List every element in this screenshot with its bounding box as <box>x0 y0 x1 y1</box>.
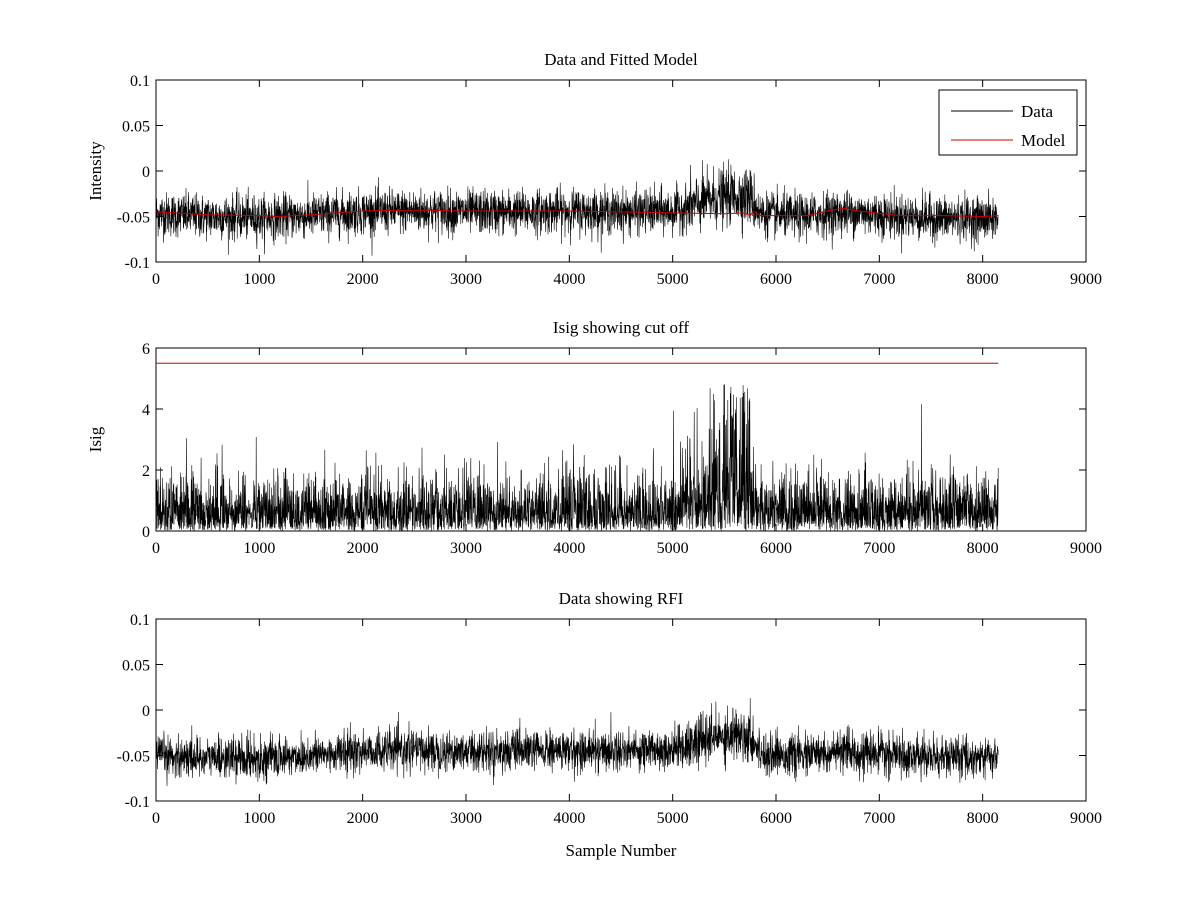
y-tick-label: 0 <box>142 703 150 720</box>
chart-panel-1: 0 1000 2000 3000 4000 5000 6000 7000 8000 9000 -0.… <box>86 50 1102 288</box>
legend: Data Model <box>938 89 1078 156</box>
x-tick-label: 3000 <box>450 540 482 557</box>
x-tick-label: 6000 <box>760 810 792 827</box>
x-tick-label: 6000 <box>760 271 792 288</box>
x-tick-label: 5000 <box>657 810 689 827</box>
y-tick-label: 4 <box>142 402 150 419</box>
y-axis-label: Isig <box>86 426 105 452</box>
x-tick-label: 8000 <box>967 271 999 288</box>
y-tick-label: -0.1 <box>125 794 150 811</box>
y-tick-label: -0.05 <box>117 749 150 766</box>
series-line-model <box>155 207 999 218</box>
legend-box <box>938 89 1078 156</box>
x-tick-label: 6000 <box>760 540 792 557</box>
x-tick-label: 0 <box>152 271 160 288</box>
y-tick-label: 2 <box>142 463 150 480</box>
x-tick-label: 7000 <box>863 810 895 827</box>
x-tick-label: 0 <box>152 540 160 557</box>
y-tick-label: 0.1 <box>130 612 150 629</box>
x-tick-label: 5000 <box>657 540 689 557</box>
x-tick-label: 3000 <box>450 810 482 827</box>
x-tick-label: 2000 <box>347 810 379 827</box>
y-tick-label: 0.05 <box>122 658 150 675</box>
axes-box <box>155 347 1087 532</box>
x-tick-label: 4000 <box>553 540 585 557</box>
y-tick-label: 0 <box>142 524 150 541</box>
x-tick-label: 3000 <box>450 271 482 288</box>
chart-title: Data and Fitted Model <box>544 50 698 69</box>
x-tick-label: 9000 <box>1070 810 1102 827</box>
y-tick-label: -0.05 <box>117 210 150 227</box>
legend-label-model: Model <box>1021 131 1066 150</box>
x-tick-label: 5000 <box>657 271 689 288</box>
chart-panel-2: 0 1000 2000 3000 4000 5000 6000 7000 8000 9000 0 2 4… <box>86 318 1102 557</box>
chart-panel-3: 0 1000 2000 3000 4000 5000 6000 7000 8000 9000 -0.… <box>117 589 1102 860</box>
y-tick-label: 0 <box>142 164 150 181</box>
x-tick-label: 1000 <box>243 271 275 288</box>
series-line-data <box>155 698 999 787</box>
y-tick-label: -0.1 <box>125 255 150 272</box>
x-tick-label: 2000 <box>347 271 379 288</box>
x-tick-label: 4000 <box>553 810 585 827</box>
x-tick-label: 7000 <box>863 540 895 557</box>
series-line-isig <box>155 384 999 532</box>
x-axis-label: Sample Number <box>566 841 677 860</box>
x-tick-label: 1000 <box>243 540 275 557</box>
charts-root: 0 1000 2000 3000 4000 5000 6000 7000 8000 9000-0.… <box>86 50 1102 860</box>
y-tick-label: 0.1 <box>130 73 150 90</box>
x-tick-label: 8000 <box>967 810 999 827</box>
x-tick-label: 9000 <box>1070 271 1102 288</box>
x-tick-label: 8000 <box>967 540 999 557</box>
legend-label-data: Data <box>1021 102 1054 121</box>
x-tick-label: 2000 <box>347 540 379 557</box>
x-tick-label: 9000 <box>1070 540 1102 557</box>
y-tick-label: 0.05 <box>122 119 150 136</box>
y-tick-label: 6 <box>142 341 150 358</box>
x-tick-label: 4000 <box>553 271 585 288</box>
y-axis-label: Intensity <box>86 141 105 201</box>
chart-title: Isig showing cut off <box>553 318 689 337</box>
chart-title: Data showing RFI <box>559 589 684 608</box>
x-tick-label: 0 <box>152 810 160 827</box>
x-tick-label: 7000 <box>863 271 895 288</box>
x-tick-label: 1000 <box>243 810 275 827</box>
